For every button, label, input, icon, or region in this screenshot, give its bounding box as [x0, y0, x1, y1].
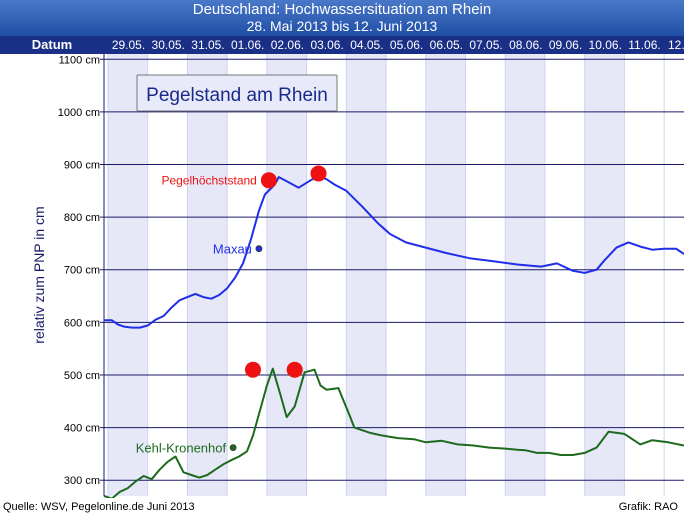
y-tick-label: 300 cm — [64, 475, 100, 487]
y-tick-label: 400 cm — [64, 423, 100, 435]
date-label: 08.06. — [509, 38, 543, 52]
datum-label: Datum — [31, 37, 73, 52]
peak-marker — [244, 361, 261, 378]
day-band — [505, 54, 545, 496]
date-label: 02.06. — [270, 38, 305, 52]
y-axis-label: relativ zum PNP in cm — [31, 206, 47, 343]
date-label: 30.05. — [151, 38, 185, 52]
day-band — [266, 54, 307, 496]
station-point — [229, 444, 237, 451]
date-label: 03.06. — [310, 38, 344, 52]
date-axis-bar: Datum 29.05. 30.05. 31.05. 01.06. 02.06. 03.0… — [0, 36, 684, 54]
peak-marker — [310, 165, 327, 182]
date-label: 01.06. — [231, 38, 265, 52]
date-label: 11.06. — [628, 38, 661, 52]
chart-title: Pegelstand am Rhein — [146, 85, 328, 106]
station-point — [255, 245, 263, 253]
date-label: 06.05. — [429, 38, 464, 52]
date-label: 04.05. — [350, 38, 384, 52]
date-label: 05.06. — [389, 38, 424, 52]
day-band — [107, 54, 148, 496]
day-band — [584, 54, 625, 496]
chart-title-box — [136, 74, 338, 112]
date-label: 12.06. — [668, 38, 684, 52]
water-level-chart: 300 cm 400 cm 500 cm 600 cm 700 cm 800 cm 900 … — [31, 54, 684, 498]
date-label: 07.05. — [469, 38, 503, 52]
series-label: Kehl-Kronenhof — [136, 441, 227, 456]
y-tick-label: 700 cm — [64, 265, 100, 277]
day-band — [187, 54, 228, 496]
graphic-credit: Grafik: RAO — [618, 501, 678, 513]
peak-marker — [260, 172, 277, 189]
peak-marker — [286, 361, 303, 378]
page-title: Deutschland: Hochwassersituation am Rhei… — [192, 1, 492, 18]
day-band — [346, 54, 387, 496]
series-line-maxau — [104, 175, 684, 329]
series-label: Maxau — [213, 242, 252, 257]
y-tick-label: 500 cm — [64, 370, 100, 382]
y-tick-label: 900 cm — [64, 160, 100, 172]
chart-header: Deutschland: Hochwassersituation am Rhei… — [0, 0, 684, 36]
source-note: Quelle: WSV, Pegelonline.de Juni 2013 — [3, 501, 195, 513]
date-label: 10.06. — [588, 38, 622, 52]
y-tick-label: 600 cm — [64, 317, 100, 329]
series-line-kehl-kronenhof — [103, 367, 684, 498]
page-subtitle: 28. Mai 2013 bis 12. Juni 2013 — [246, 18, 438, 34]
date-label: 09.06. — [548, 38, 583, 52]
y-tick-label: 1000 cm — [58, 107, 100, 119]
peak-label: Pegelhöchststand — [161, 173, 256, 187]
date-label: 31.05. — [191, 38, 225, 52]
y-tick-label: 1100 cm — [59, 54, 100, 66]
date-label: 29.05. — [111, 38, 146, 52]
footer: Quelle: WSV, Pegelonline.de Juni 2013 Gr… — [0, 498, 684, 516]
y-tick-label: 800 cm — [64, 212, 100, 224]
day-band — [425, 54, 466, 496]
